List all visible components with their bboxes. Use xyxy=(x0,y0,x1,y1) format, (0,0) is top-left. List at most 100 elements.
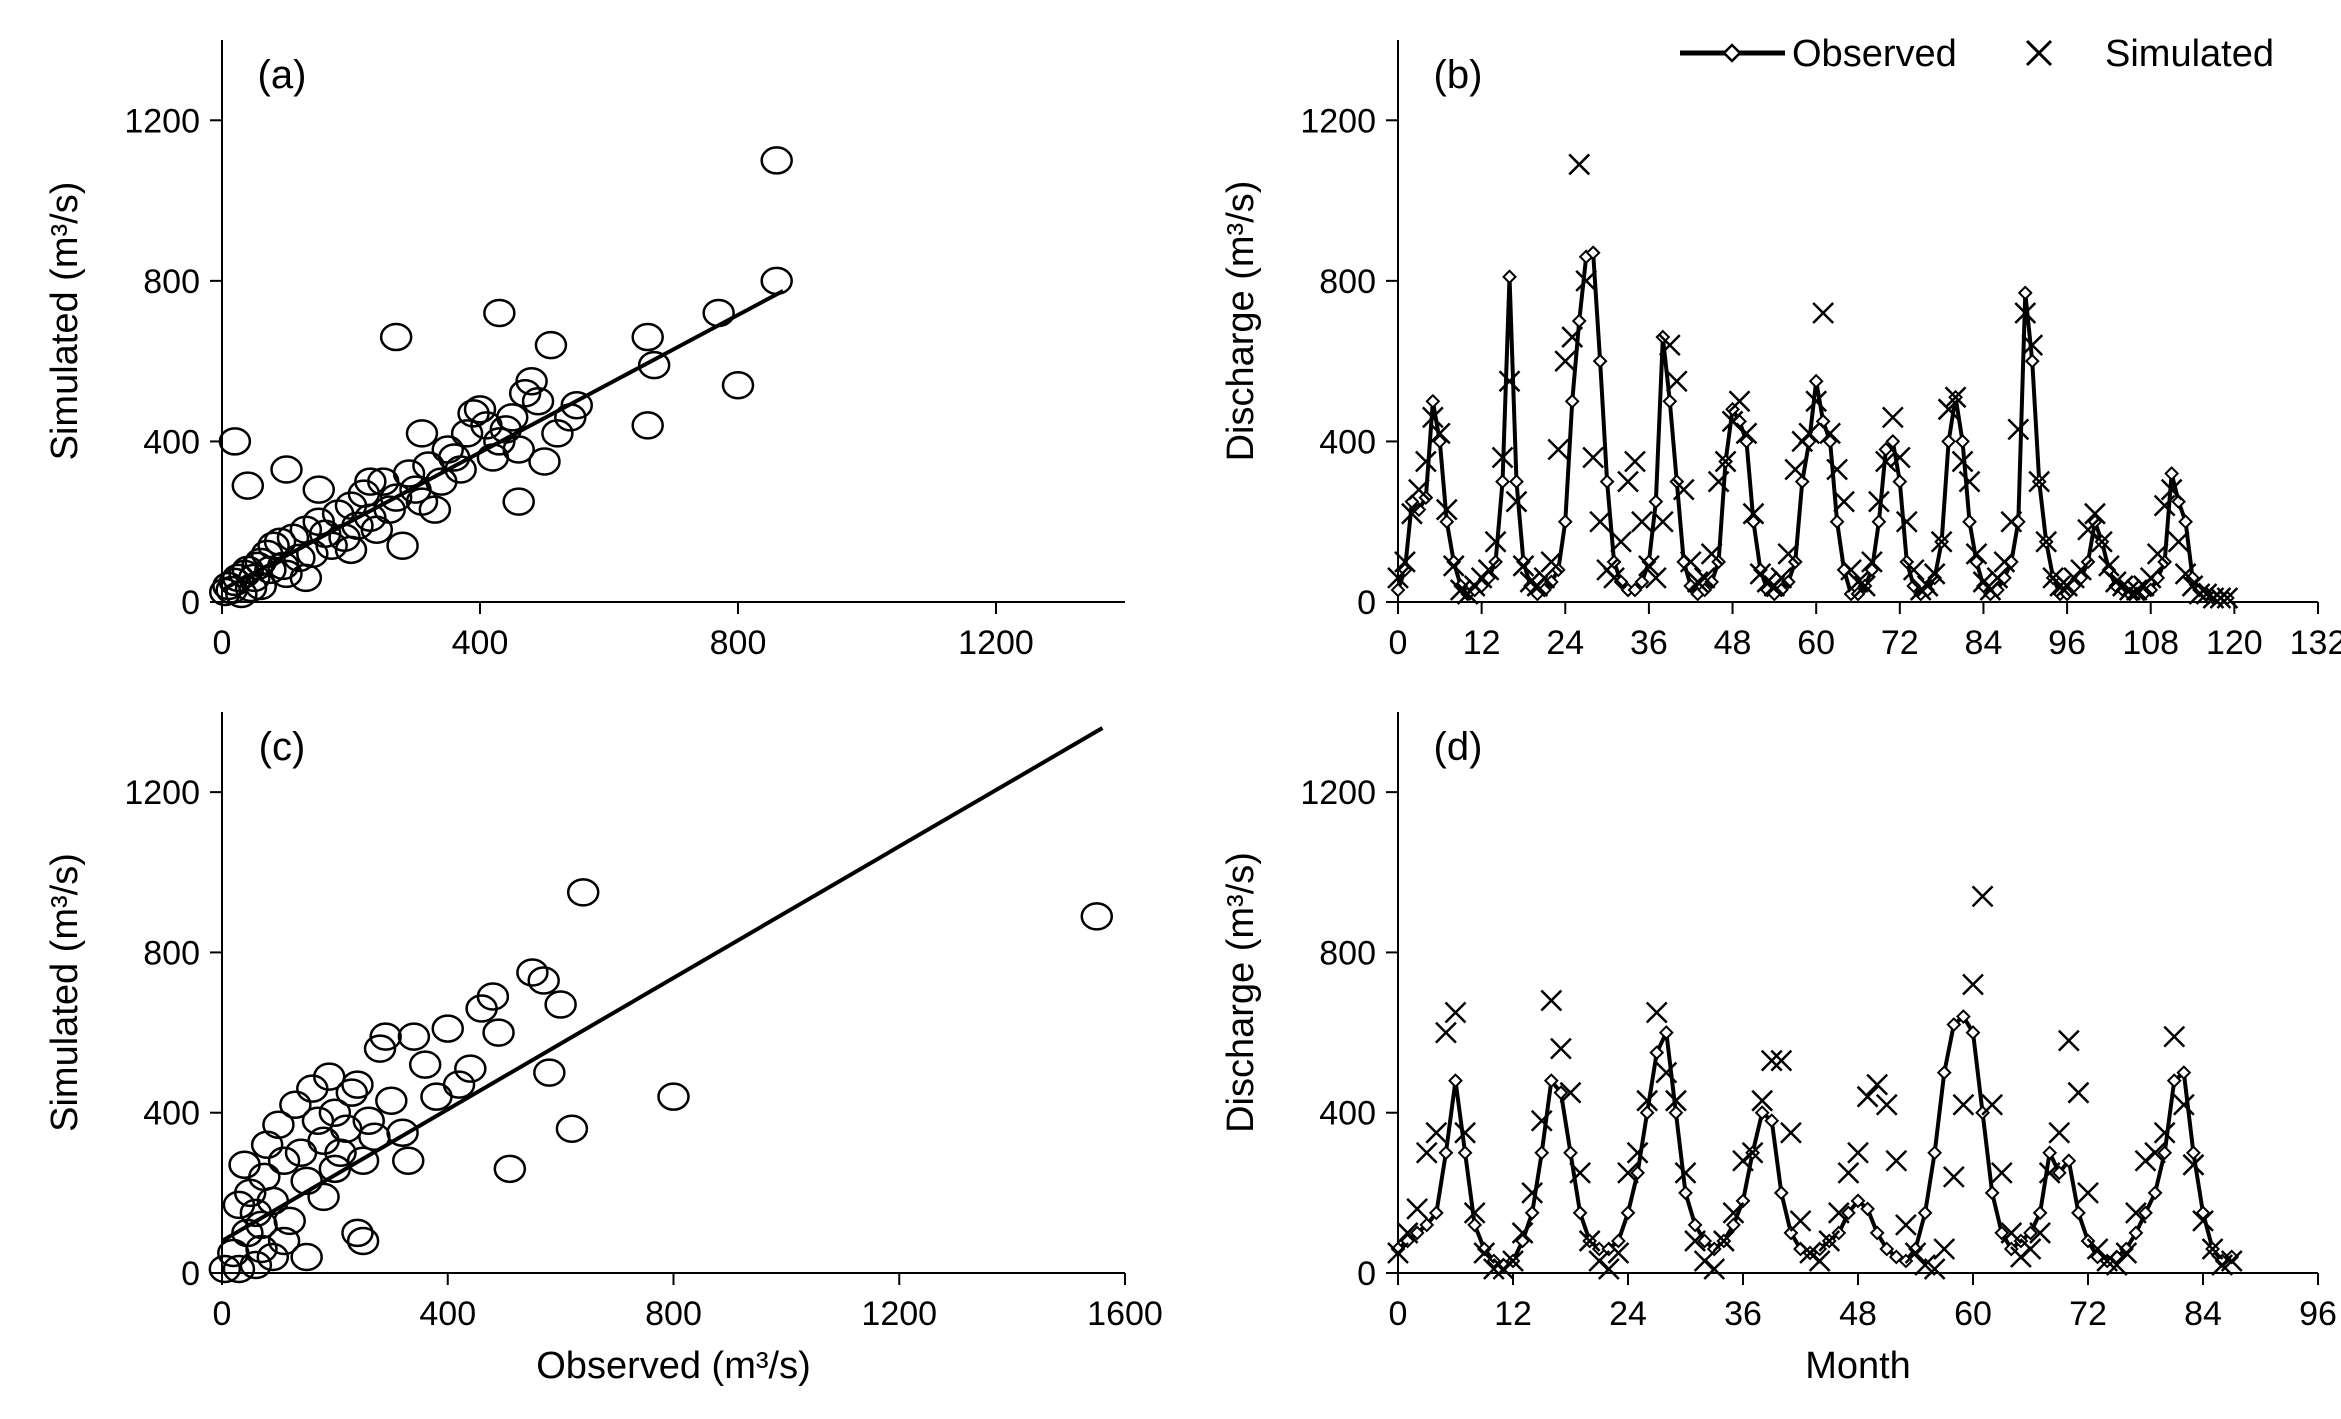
simulated-point xyxy=(2038,1161,2061,1184)
observed-point xyxy=(1927,1145,1943,1161)
simulated-point xyxy=(1818,1230,1841,1252)
simulated-point xyxy=(1861,550,1883,573)
simulated-point xyxy=(1530,1109,1553,1132)
simulated-point xyxy=(2091,530,2113,553)
scatter-point xyxy=(631,322,664,352)
simulated-point xyxy=(1789,1210,1812,1232)
simulated-point xyxy=(1741,1141,1764,1164)
simulated-point xyxy=(1658,334,1681,356)
simulated-point xyxy=(1387,1242,1409,1264)
simulated-point xyxy=(1840,559,1862,581)
simulated-point xyxy=(1854,575,1876,597)
observed-point xyxy=(1448,1073,1463,1089)
simulated-point-stroke xyxy=(1866,1073,1889,1096)
simulated-point xyxy=(1833,490,1855,513)
simulated-point xyxy=(1498,370,1521,393)
simulated-point xyxy=(1554,350,1577,373)
observed-point xyxy=(1687,1217,1703,1233)
observed-point xyxy=(1869,1225,1885,1241)
simulated-point-stroke xyxy=(1861,550,1883,573)
simulated-point-stroke xyxy=(1930,530,1953,553)
simulated-point xyxy=(2167,530,2190,553)
y-tick-label: 0 xyxy=(1357,1255,1376,1293)
simulated-point-stroke xyxy=(1651,510,1674,533)
simulated-point-stroke xyxy=(1638,554,1660,577)
observed-point xyxy=(1438,1145,1454,1161)
scatter-point xyxy=(463,395,497,424)
simulated-point xyxy=(2195,583,2218,605)
simulated-point xyxy=(1714,450,1737,473)
observed-point xyxy=(1630,1165,1645,1181)
scatter-point xyxy=(760,146,793,175)
simulated-point-stroke xyxy=(1760,1049,1783,1072)
simulated-point xyxy=(1703,1258,1726,1280)
simulated-point-stroke xyxy=(2146,542,2169,565)
observed-point xyxy=(1400,1233,1415,1249)
simulated-point xyxy=(1569,1161,1591,1184)
x-tick-label: 96 xyxy=(2299,1295,2337,1333)
observed-point xyxy=(1634,574,1650,590)
scatter-point xyxy=(283,543,316,573)
observed-point xyxy=(1658,1025,1674,1040)
scatter-point xyxy=(515,366,548,396)
simulated-point-stroke xyxy=(1626,1141,1649,1164)
observed-point xyxy=(1754,1105,1770,1121)
simulated-point-stroke xyxy=(1965,542,1988,565)
simulated-point xyxy=(2104,571,2127,593)
simulated-point-stroke xyxy=(1756,571,1779,593)
simulated-point-stroke xyxy=(2091,530,2113,553)
observed-point xyxy=(1428,1205,1444,1221)
simulated-point-stroke xyxy=(1840,559,1862,581)
simulated-point xyxy=(1693,567,1716,589)
panel-label: (b) xyxy=(1434,53,1483,97)
observed-point xyxy=(1697,1233,1713,1249)
simulated-point-stroke xyxy=(1665,1089,1687,1112)
scatter-point xyxy=(392,459,426,488)
x-tick-label: 400 xyxy=(452,624,509,662)
observed-point xyxy=(1892,474,1908,489)
scatter-point xyxy=(375,1086,408,1115)
scatter-point xyxy=(267,1226,301,1256)
observed-point xyxy=(1773,1185,1789,1201)
observed-point xyxy=(2164,466,2180,481)
simulated-point-stroke xyxy=(1986,567,2009,589)
simulated-point xyxy=(1482,1258,1505,1280)
observed-point xyxy=(1879,1241,1895,1257)
observed-point xyxy=(1509,474,1524,489)
simulated-point xyxy=(1902,559,1925,581)
simulated-point-stroke xyxy=(1519,571,1542,593)
simulated-point-stroke xyxy=(1837,1161,1860,1184)
y-tick-label: 800 xyxy=(1319,263,1376,301)
simulated-point xyxy=(1561,326,1584,348)
observed-point xyxy=(1419,1217,1435,1233)
scatter-point xyxy=(239,1250,273,1280)
y-tick-label: 800 xyxy=(1319,934,1376,972)
scatter-point xyxy=(637,350,671,380)
observed-point xyxy=(1553,1085,1569,1101)
observed-point xyxy=(1515,1233,1530,1249)
simulated-point-stroke xyxy=(1780,1121,1802,1144)
simulated-point xyxy=(1645,1001,1668,1024)
simulated-point xyxy=(1770,567,1793,589)
simulated-point-stroke xyxy=(1679,550,1702,573)
simulated-point-stroke xyxy=(1735,422,1758,445)
simulated-point-stroke xyxy=(1617,1161,1639,1184)
simulated-point xyxy=(2021,334,2044,356)
simulated-point-stroke xyxy=(1449,579,1472,601)
scatter-point xyxy=(363,1034,397,1063)
simulated-point-stroke xyxy=(1741,1141,1764,1164)
simulated-point-stroke xyxy=(1414,450,1437,473)
simulated-point xyxy=(1597,1258,1620,1280)
simulated-point xyxy=(1617,1161,1639,1184)
simulated-point-stroke xyxy=(2038,1161,2061,1184)
observed-point xyxy=(1841,1205,1856,1221)
simulated-point-stroke xyxy=(1722,1202,1745,1224)
simulated-point-stroke xyxy=(2220,1250,2243,1272)
simulated-point xyxy=(1993,550,2016,573)
x-tick-label: 0 xyxy=(1389,1295,1408,1333)
x-axis-title: Observed (m³/s) xyxy=(536,1345,810,1387)
observed-point xyxy=(2157,1145,2173,1161)
observed-point xyxy=(1906,578,1922,594)
simulated-point xyxy=(1454,1121,1476,1144)
